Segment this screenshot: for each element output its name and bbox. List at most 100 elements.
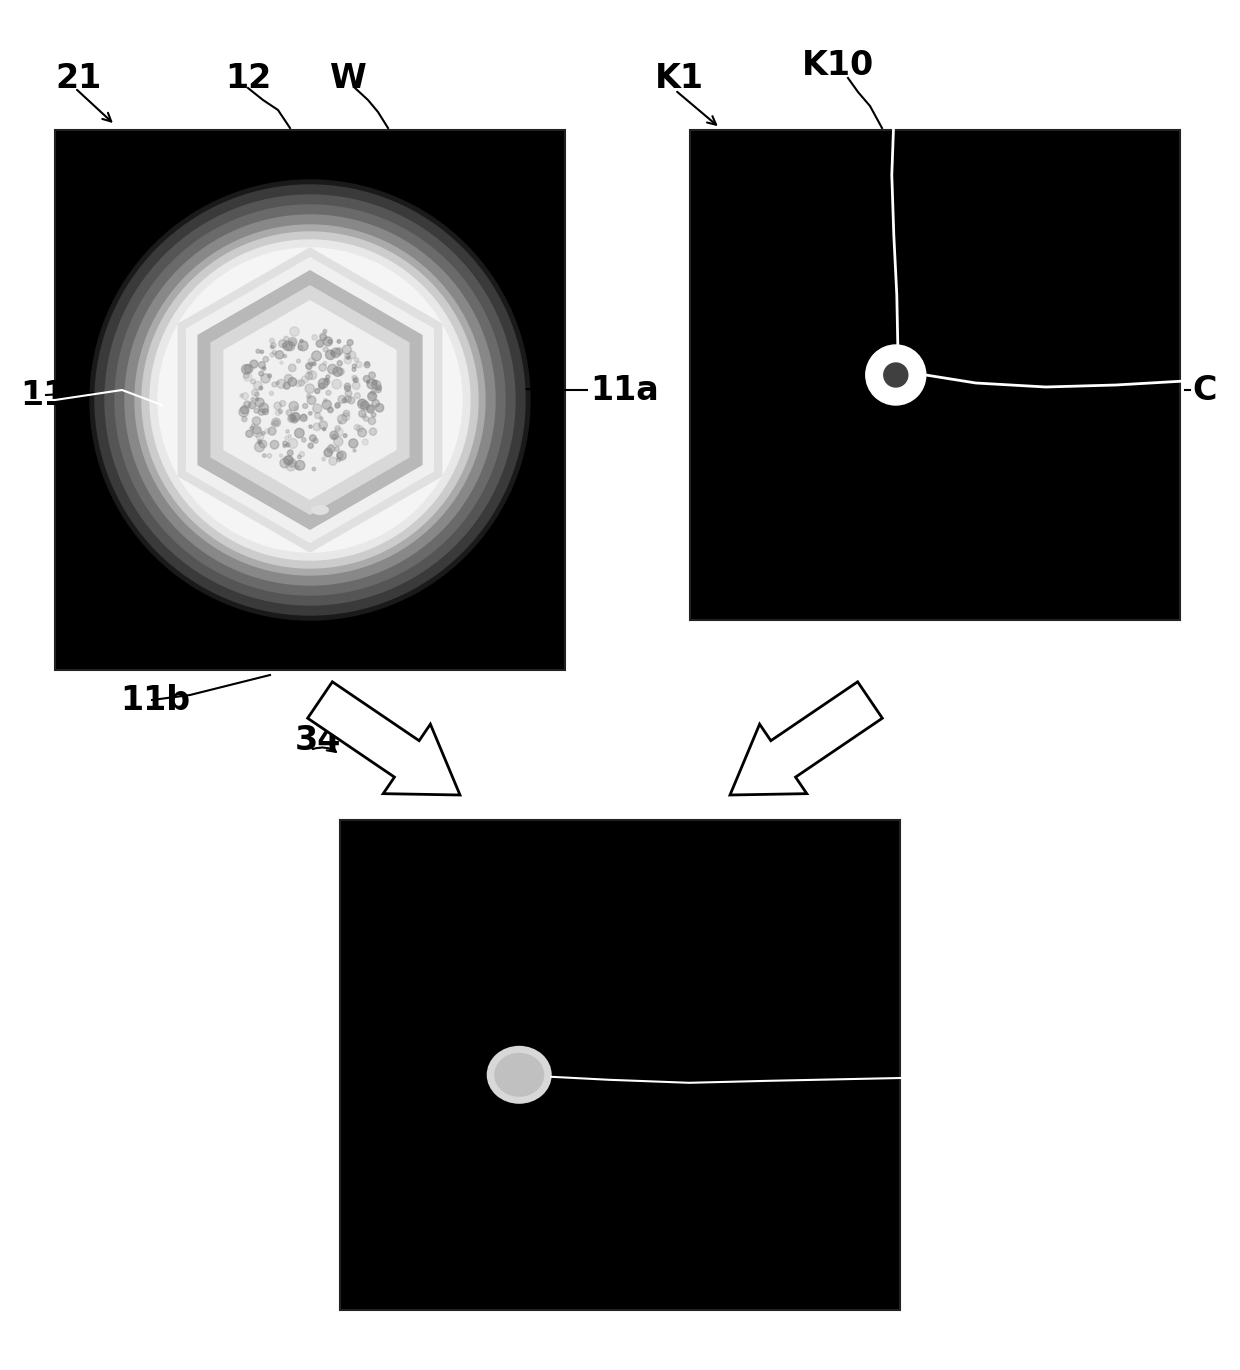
Circle shape bbox=[309, 425, 312, 429]
Circle shape bbox=[244, 401, 250, 408]
Circle shape bbox=[308, 358, 315, 366]
Circle shape bbox=[255, 397, 259, 401]
Circle shape bbox=[295, 466, 299, 470]
Circle shape bbox=[263, 453, 267, 458]
Circle shape bbox=[336, 348, 342, 355]
Circle shape bbox=[324, 378, 330, 385]
Circle shape bbox=[283, 342, 286, 348]
Bar bbox=[689, 130, 1180, 621]
Circle shape bbox=[284, 374, 293, 382]
Circle shape bbox=[337, 369, 345, 375]
Circle shape bbox=[335, 404, 340, 408]
Circle shape bbox=[270, 440, 279, 449]
Circle shape bbox=[327, 445, 335, 452]
Circle shape bbox=[308, 371, 316, 379]
Circle shape bbox=[305, 373, 312, 379]
Circle shape bbox=[295, 429, 304, 438]
Circle shape bbox=[335, 427, 343, 436]
Circle shape bbox=[273, 351, 277, 355]
Circle shape bbox=[345, 353, 351, 359]
Circle shape bbox=[308, 396, 316, 404]
Ellipse shape bbox=[486, 1045, 552, 1104]
Circle shape bbox=[337, 340, 341, 344]
Circle shape bbox=[345, 396, 351, 403]
Circle shape bbox=[291, 412, 300, 422]
Circle shape bbox=[260, 374, 270, 384]
Circle shape bbox=[288, 449, 293, 456]
Circle shape bbox=[331, 351, 334, 355]
Circle shape bbox=[866, 345, 926, 406]
Polygon shape bbox=[197, 270, 423, 530]
Circle shape bbox=[312, 334, 317, 340]
Text: 12: 12 bbox=[224, 62, 272, 95]
Circle shape bbox=[298, 345, 303, 351]
Circle shape bbox=[324, 399, 327, 401]
Circle shape bbox=[259, 371, 264, 375]
Circle shape bbox=[298, 455, 301, 459]
Circle shape bbox=[283, 456, 293, 464]
Circle shape bbox=[135, 225, 485, 575]
Circle shape bbox=[326, 375, 330, 379]
Circle shape bbox=[353, 378, 357, 382]
Circle shape bbox=[253, 427, 262, 437]
Text: 34: 34 bbox=[295, 723, 341, 756]
Circle shape bbox=[342, 345, 351, 355]
Circle shape bbox=[284, 456, 293, 464]
Circle shape bbox=[289, 401, 299, 411]
Circle shape bbox=[376, 404, 383, 412]
Bar bbox=[340, 821, 900, 1310]
Polygon shape bbox=[730, 682, 883, 795]
Circle shape bbox=[322, 400, 331, 410]
Circle shape bbox=[250, 360, 258, 369]
Circle shape bbox=[300, 340, 303, 342]
Circle shape bbox=[357, 399, 367, 408]
Circle shape bbox=[884, 363, 908, 386]
Circle shape bbox=[345, 385, 351, 392]
Circle shape bbox=[308, 370, 312, 374]
Circle shape bbox=[352, 375, 357, 381]
Circle shape bbox=[337, 360, 342, 366]
Text: K1: K1 bbox=[655, 62, 704, 95]
Circle shape bbox=[345, 384, 351, 389]
Circle shape bbox=[239, 395, 243, 397]
Circle shape bbox=[352, 364, 356, 369]
Circle shape bbox=[253, 426, 260, 434]
Circle shape bbox=[248, 401, 255, 408]
Circle shape bbox=[242, 393, 248, 400]
Circle shape bbox=[300, 414, 308, 422]
Circle shape bbox=[254, 392, 259, 397]
Circle shape bbox=[335, 426, 340, 432]
Circle shape bbox=[358, 410, 366, 418]
Circle shape bbox=[105, 195, 515, 606]
Circle shape bbox=[279, 453, 283, 458]
Circle shape bbox=[343, 410, 350, 416]
Circle shape bbox=[303, 404, 308, 408]
Circle shape bbox=[358, 429, 367, 437]
Circle shape bbox=[326, 349, 335, 359]
Circle shape bbox=[262, 432, 265, 436]
Circle shape bbox=[293, 412, 300, 421]
Circle shape bbox=[355, 425, 360, 430]
Text: K10: K10 bbox=[800, 993, 872, 1026]
Circle shape bbox=[265, 429, 270, 434]
Circle shape bbox=[347, 356, 350, 359]
Circle shape bbox=[370, 427, 377, 436]
Circle shape bbox=[288, 434, 291, 437]
Circle shape bbox=[327, 340, 332, 344]
Text: K10: K10 bbox=[802, 48, 874, 81]
Circle shape bbox=[259, 403, 269, 412]
Circle shape bbox=[286, 430, 289, 433]
Circle shape bbox=[325, 378, 329, 382]
Circle shape bbox=[259, 386, 263, 390]
Circle shape bbox=[332, 379, 341, 389]
Circle shape bbox=[319, 421, 327, 429]
Circle shape bbox=[283, 382, 290, 389]
Circle shape bbox=[255, 349, 260, 353]
Circle shape bbox=[242, 364, 252, 374]
Circle shape bbox=[322, 458, 326, 460]
Circle shape bbox=[368, 371, 376, 378]
Circle shape bbox=[345, 356, 351, 364]
Circle shape bbox=[362, 414, 366, 419]
Circle shape bbox=[335, 447, 340, 451]
Circle shape bbox=[367, 379, 377, 389]
